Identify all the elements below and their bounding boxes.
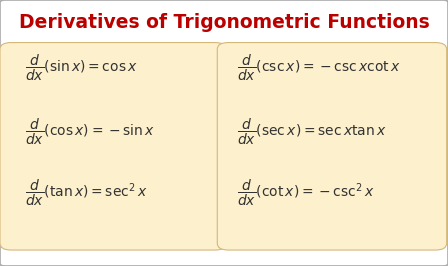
Text: $\dfrac{d}{dx}(\csc x) = -\csc x\cot x$: $\dfrac{d}{dx}(\csc x) = -\csc x\cot x$ [237, 53, 401, 83]
Text: $\dfrac{d}{dx}(\cot x) = -\csc^2 x$: $\dfrac{d}{dx}(\cot x) = -\csc^2 x$ [237, 178, 375, 208]
Text: $\dfrac{d}{dx}(\cos x) = -\sin x$: $\dfrac{d}{dx}(\cos x) = -\sin x$ [25, 117, 155, 147]
FancyBboxPatch shape [0, 43, 226, 250]
Text: $\dfrac{d}{dx}(\sin x) = \cos x$: $\dfrac{d}{dx}(\sin x) = \cos x$ [25, 53, 138, 83]
Text: Derivatives of Trigonometric Functions: Derivatives of Trigonometric Functions [19, 13, 429, 32]
FancyBboxPatch shape [217, 43, 447, 250]
Text: $\dfrac{d}{dx}(\tan x) = \sec^2 x$: $\dfrac{d}{dx}(\tan x) = \sec^2 x$ [25, 178, 147, 208]
Text: $\dfrac{d}{dx}(\sec x) = \sec x\tan x$: $\dfrac{d}{dx}(\sec x) = \sec x\tan x$ [237, 117, 387, 147]
